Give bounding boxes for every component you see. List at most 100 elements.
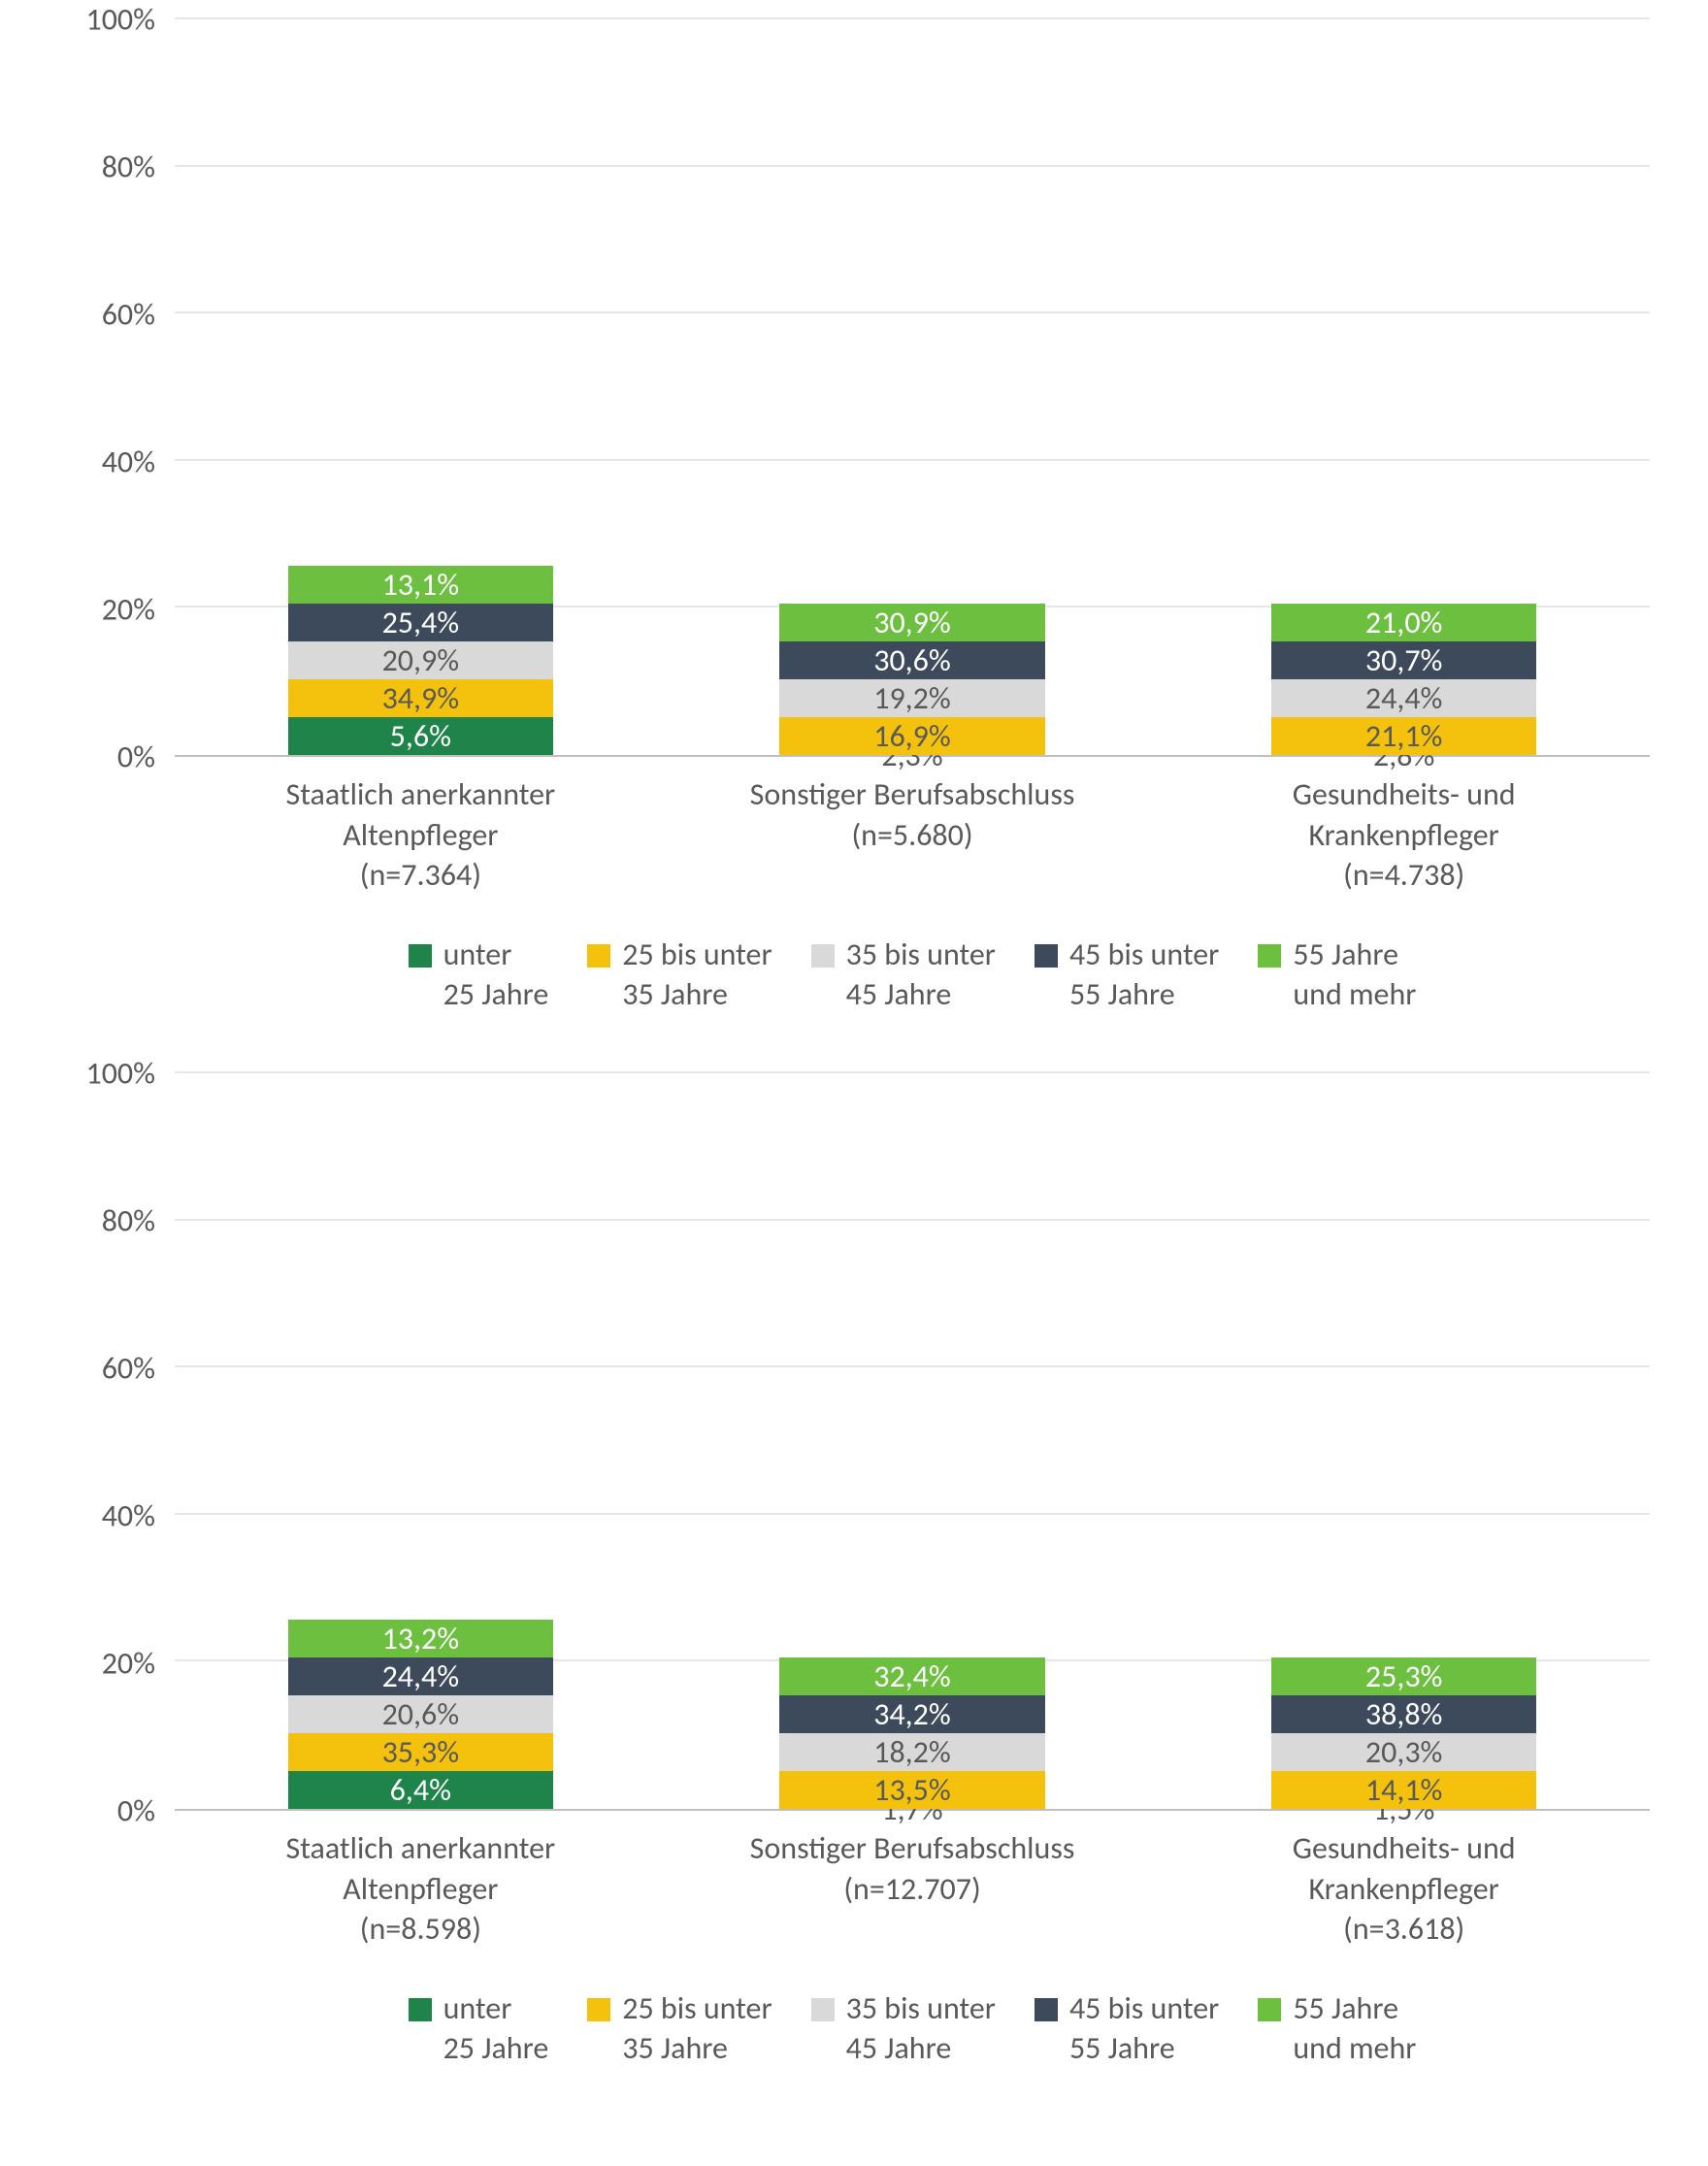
stacked-bar-chart: 0%20%40%60%80%100%6,4%35,3%20,6%24,4%13,… [58,1073,1650,2069]
legend-label: 35 bis unter45 Jahre [846,935,996,1015]
legend-label: 45 bis unter55 Jahre [1069,1988,1219,2069]
stacked-bar: 1,5%14,1%20,3%38,8%25,3% [1271,1657,1537,1809]
segment-value-label: 30,9% [873,604,951,641]
bar-segment: 34,9% [288,679,554,717]
segment-value-label: 13,1% [382,566,460,604]
legend-item: 25 bis unter35 Jahre [587,935,772,1015]
legend-item: unter25 Jahre [409,1988,549,2069]
bar-segment: 20,9% [288,641,554,679]
legend-label: 25 bis unter35 Jahre [622,1988,772,2069]
bar-segment: 19,2% [779,679,1045,717]
plot-area: 5,6%34,9%20,9%25,4%13,1% 2,3%16,9%19,2%30… [175,19,1650,757]
legend: unter25 Jahre 25 bis unter35 Jahre 35 bis … [175,935,1650,1015]
segment-value-label: 6,4% [390,1771,451,1809]
segment-value-label: 25,4% [382,604,460,641]
y-tick-label: 60% [102,1349,155,1387]
segment-value-label: 38,8% [1365,1695,1443,1733]
segment-value-label: 21,1% [1365,717,1443,755]
stacked-bar-chart: 0%20%40%60%80%100%5,6%34,9%20,9%25,4%13,… [58,19,1650,1015]
y-tick-label: 60% [102,296,155,334]
legend-label: 25 bis unter35 Jahre [622,935,772,1015]
stacked-bar: 2,3%16,9%19,2%30,6%30,9% [779,604,1045,755]
x-axis: Staatlich anerkannterAltenpfleger(n=8.59… [175,1828,1650,1950]
legend-swatch [409,944,432,968]
bar-segment: 20,6% [288,1695,554,1733]
legend-swatch [587,1998,610,2021]
y-tick-label: 40% [102,443,155,481]
x-category-label: Sonstiger Berufsabschluss(n=12.707) [667,1828,1159,1950]
bar-segment: 5,6% [288,717,554,755]
segment-value-label: 24,4% [1365,679,1443,717]
legend-swatch [1035,1998,1058,2021]
bar-segment: 30,7% [1271,641,1537,679]
bar-segment: 6,4% [288,1771,554,1809]
legend-item: 55 Jahreund mehr [1258,935,1416,1015]
legend-item: 45 bis unter55 Jahre [1035,935,1219,1015]
segment-value-label: 32,4% [873,1657,951,1695]
bar-segment: 18,2% [779,1733,1045,1771]
bar-segment: 21,1% [1271,717,1537,755]
x-category-label: Staatlich anerkannterAltenpfleger(n=8.59… [175,1828,667,1950]
bar-segment: 25,4% [288,604,554,641]
x-category-label: Staatlich anerkannterAltenpfleger(n=7.36… [175,774,667,896]
segment-value-label: 30,6% [873,641,951,679]
segment-value-label: 30,7% [1365,641,1443,679]
bar-segment: 24,4% [1271,679,1537,717]
bar-segment: 14,1% [1271,1771,1537,1809]
y-axis: 0%20%40%60%80%100% [58,19,175,757]
segment-value-label: 20,6% [382,1695,460,1733]
legend-item: 55 Jahreund mehr [1258,1988,1416,2069]
segment-value-label: 18,2% [873,1733,951,1771]
y-tick-label: 0% [117,738,155,776]
legend-label: 55 Jahreund mehr [1293,935,1416,1015]
legend-swatch [811,1998,835,2021]
bar-segment: 13,5% [779,1771,1045,1809]
stacked-bar: 6,4%35,3%20,6%24,4%13,2% [288,1620,554,1809]
bar-segment: 16,9% [779,717,1045,755]
legend-item: 35 bis unter45 Jahre [811,935,996,1015]
segment-value-label: 16,9% [873,717,951,755]
y-tick-label: 20% [102,1644,155,1682]
legend-item: unter25 Jahre [409,935,549,1015]
x-category-label: Gesundheits- undKrankenpfleger(n=3.618) [1158,1828,1650,1950]
bar-segment: 24,4% [288,1657,554,1695]
legend-swatch [1258,944,1281,968]
legend-label: 35 bis unter45 Jahre [846,1988,996,2069]
segment-value-label: 34,2% [873,1695,951,1733]
y-tick-label: 100% [85,1,155,39]
bar-segment: 34,2% [779,1695,1045,1733]
legend-item: 45 bis unter55 Jahre [1035,1988,1219,2069]
y-tick-label: 20% [102,591,155,629]
segment-value-label: 20,9% [382,641,460,679]
bar-segment: 30,9% [779,604,1045,641]
segment-value-label: 13,2% [382,1620,460,1657]
legend-item: 25 bis unter35 Jahre [587,1988,772,2069]
segment-value-label: 25,3% [1365,1657,1443,1695]
stacked-bar: 5,6%34,9%20,9%25,4%13,1% [288,566,554,755]
legend-label: 55 Jahreund mehr [1293,1988,1416,2069]
legend-swatch [409,1998,432,2021]
y-tick-label: 40% [102,1496,155,1534]
legend-label: unter25 Jahre [443,935,549,1015]
bar-segment: 21,0% [1271,604,1537,641]
plot-area: 6,4%35,3%20,6%24,4%13,2% 1,7%13,5%18,2%34… [175,1073,1650,1811]
bar-segment: 30,6% [779,641,1045,679]
legend-label: unter25 Jahre [443,1988,549,2069]
segment-value-label: 14,1% [1365,1771,1443,1809]
stacked-bar: 1,7%13,5%18,2%34,2%32,4% [779,1657,1045,1809]
legend-label: 45 bis unter55 Jahre [1069,935,1219,1015]
segment-value-label: 5,6% [390,717,451,755]
legend-item: 35 bis unter45 Jahre [811,1988,996,2069]
x-category-label: Gesundheits- undKrankenpfleger(n=4.738) [1158,774,1650,896]
y-axis: 0%20%40%60%80%100% [58,1073,175,1811]
bar-segment: 32,4% [779,1657,1045,1695]
segment-value-label: 21,0% [1365,604,1443,641]
legend: unter25 Jahre 25 bis unter35 Jahre 35 bis … [175,1988,1650,2069]
y-tick-label: 80% [102,148,155,186]
legend-swatch [1258,1998,1281,2021]
y-tick-label: 80% [102,1201,155,1239]
x-category-label: Sonstiger Berufsabschluss(n=5.680) [667,774,1159,896]
bar-segment: 38,8% [1271,1695,1537,1733]
legend-swatch [1035,944,1058,968]
segment-value-label: 35,3% [382,1733,460,1771]
